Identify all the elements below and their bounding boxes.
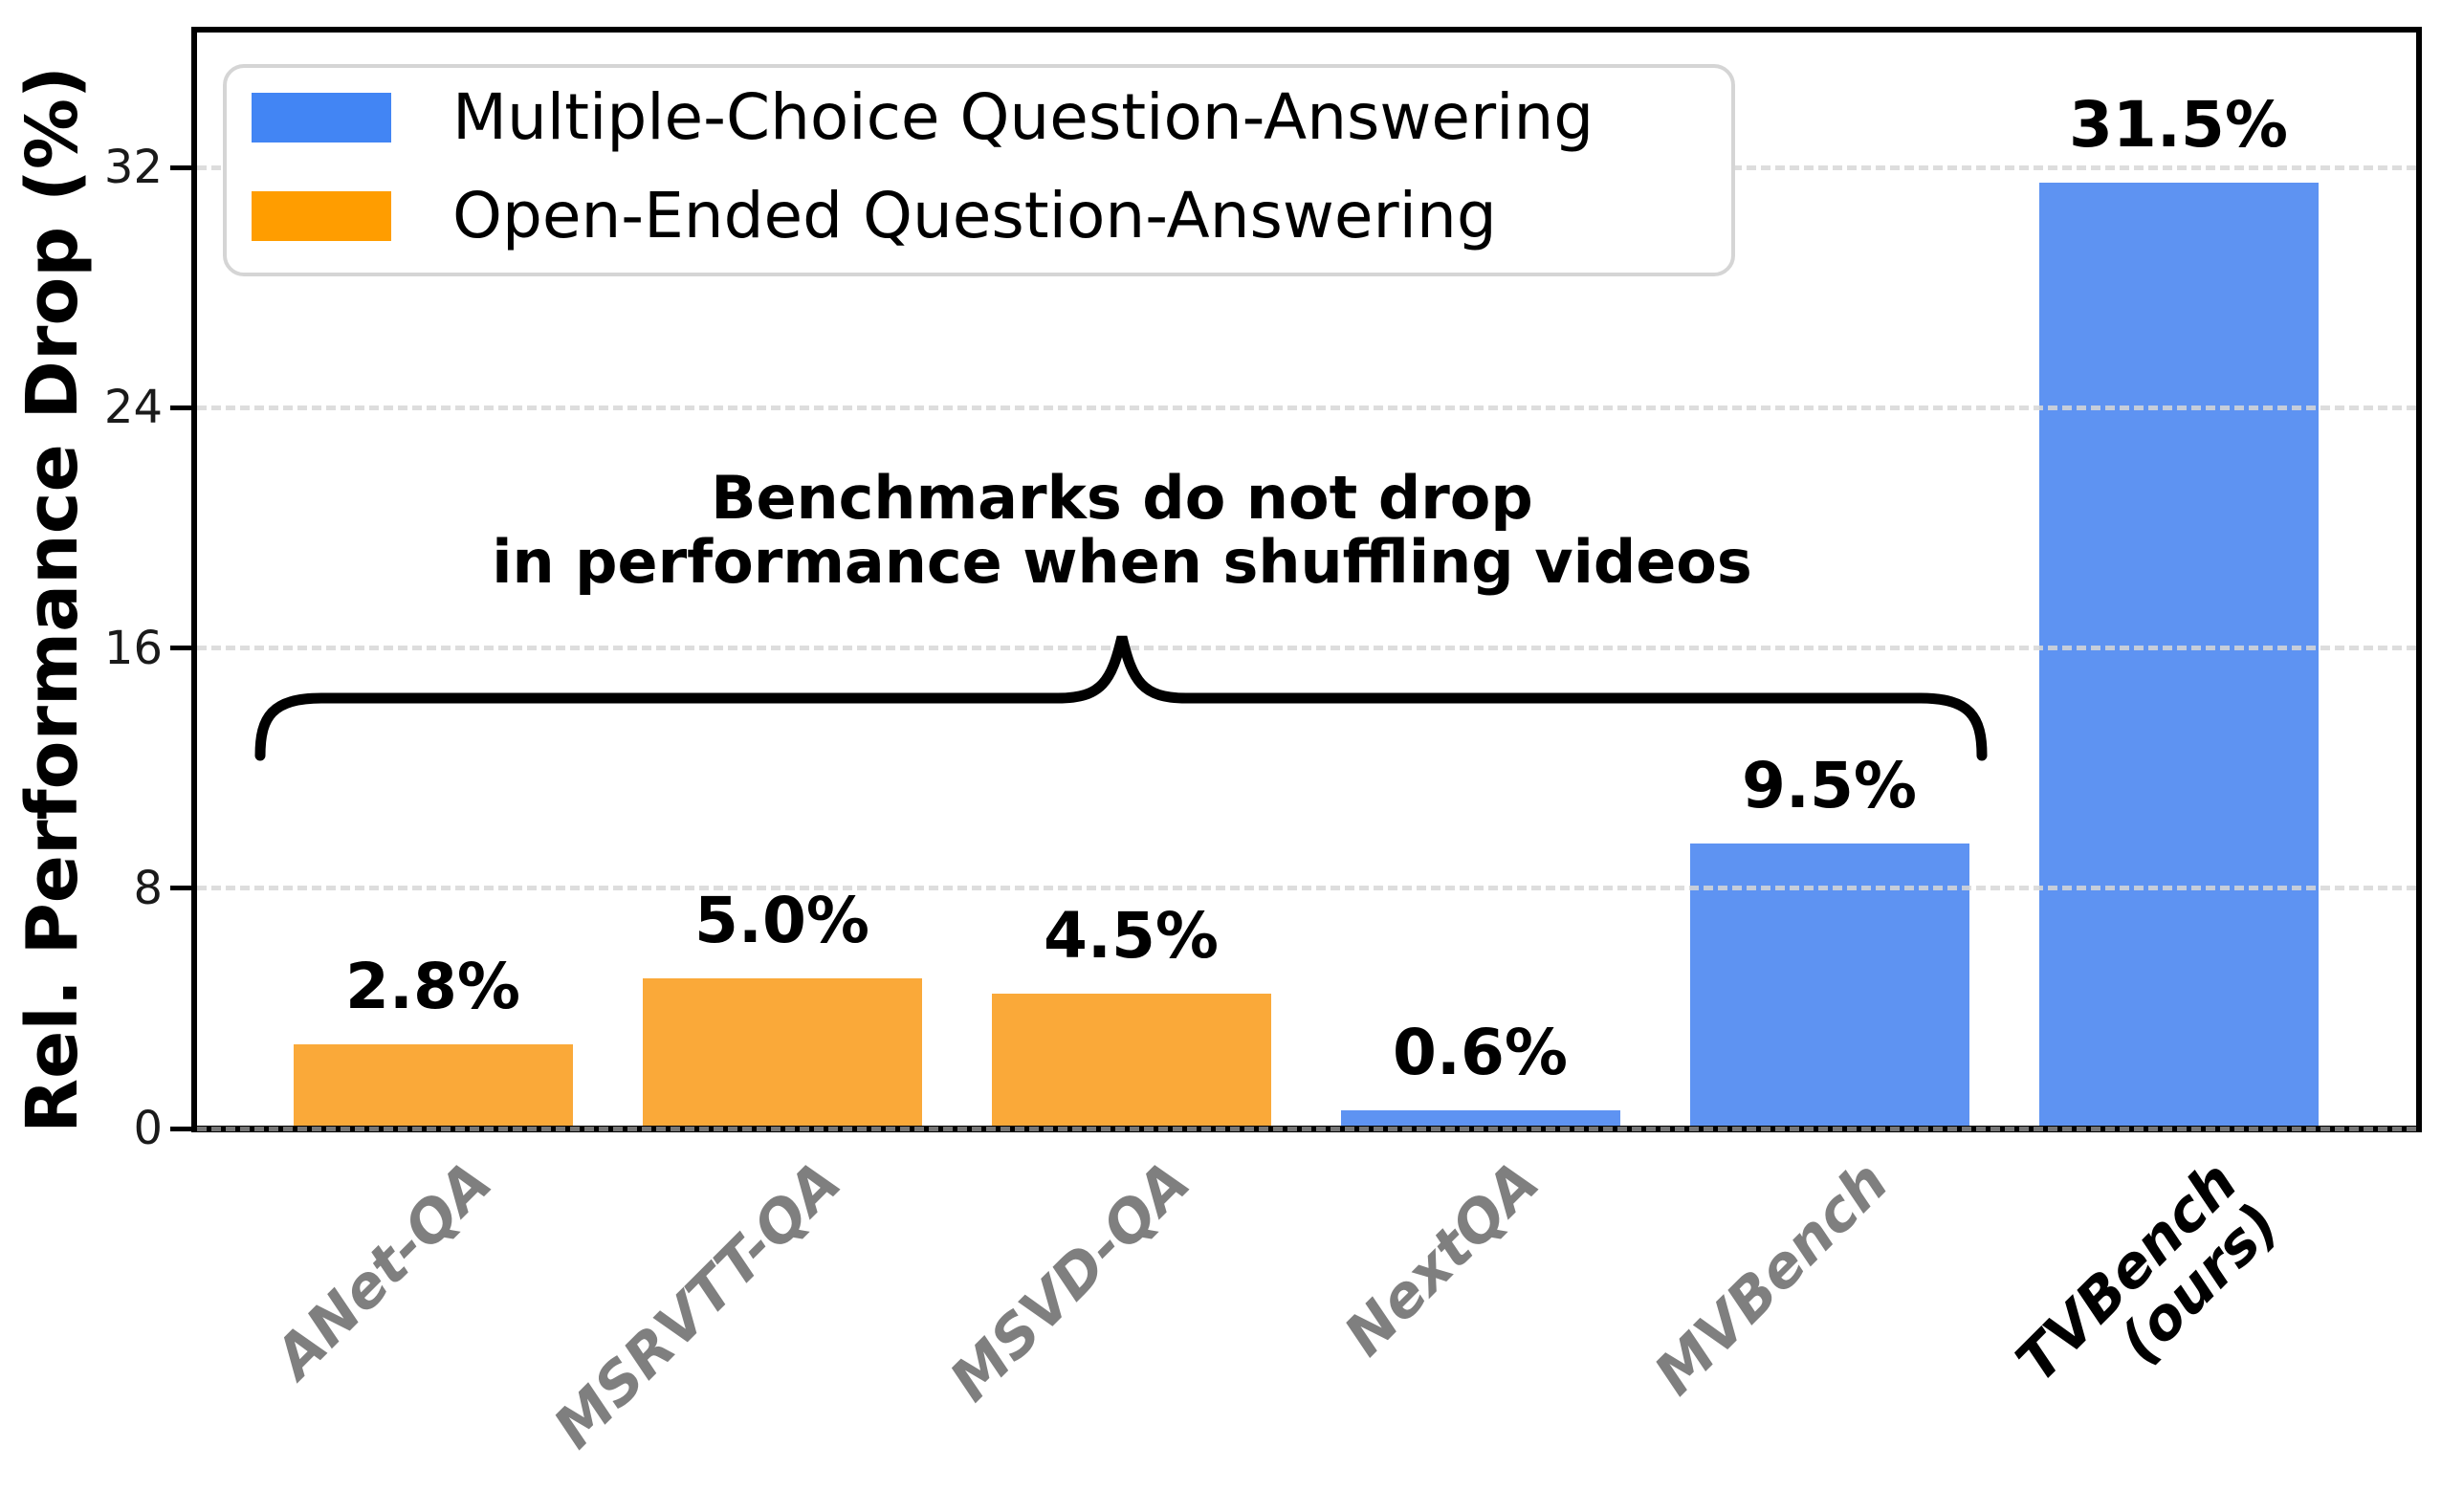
value-label-4.5%: 4.5%	[1043, 898, 1220, 973]
bar-anet-qa	[293, 1044, 573, 1129]
value-label-2.8%: 2.8%	[344, 950, 521, 1024]
bar-tvbench-(ours)	[2038, 182, 2319, 1129]
bar-msrvtt-qa	[642, 978, 922, 1129]
value-label-9.5%: 9.5%	[1741, 748, 1918, 822]
plot-top-spine	[191, 27, 2422, 33]
y-ticklabel-8: 8	[133, 861, 163, 915]
y-tickmark-8	[170, 886, 195, 891]
y-tickmark-0	[170, 1126, 195, 1131]
legend-label-multiple-choice: Multiple-Choice Question-Answering	[452, 80, 1594, 154]
y-ticklabel-32: 32	[103, 141, 163, 195]
legend-swatch-multiple-choice	[252, 93, 391, 142]
y-ticklabel-0: 0	[133, 1102, 163, 1155]
y-ticklabel-16: 16	[103, 621, 163, 675]
bar-nextqa	[1340, 1110, 1620, 1129]
value-label-0.6%: 0.6%	[1392, 1016, 1569, 1090]
y-tickmark-16	[170, 646, 195, 651]
annotation-line-1: Benchmarks do not drop	[711, 463, 1533, 533]
y-tickmark-32	[170, 164, 195, 170]
value-label-31.5%: 31.5%	[2069, 87, 2288, 162]
gridline-y-24	[197, 405, 2416, 410]
plot-left-spine	[191, 27, 197, 1132]
legend-swatch-open-ended	[252, 191, 391, 241]
value-label-5.0%: 5.0%	[693, 884, 870, 957]
y-tickmark-24	[170, 405, 195, 410]
legend-box: Multiple-Choice Question-Answering Open-…	[223, 64, 1735, 276]
gridline-y-0	[197, 1126, 2416, 1131]
legend-label-open-ended: Open-Ended Question-Answering	[452, 179, 1497, 252]
annotation-text: Benchmarks do not drop in performance wh…	[452, 463, 1792, 597]
plot-right-spine	[2416, 27, 2422, 1132]
bar-msvd-qa	[991, 993, 1271, 1129]
bar-mvbench	[1689, 843, 1969, 1129]
annotation-line-2: in performance when shuffling videos	[492, 526, 1752, 597]
gridline-y-16	[197, 646, 2416, 651]
gridline-y-8	[197, 886, 2416, 891]
y-ticklabel-24: 24	[103, 381, 163, 435]
